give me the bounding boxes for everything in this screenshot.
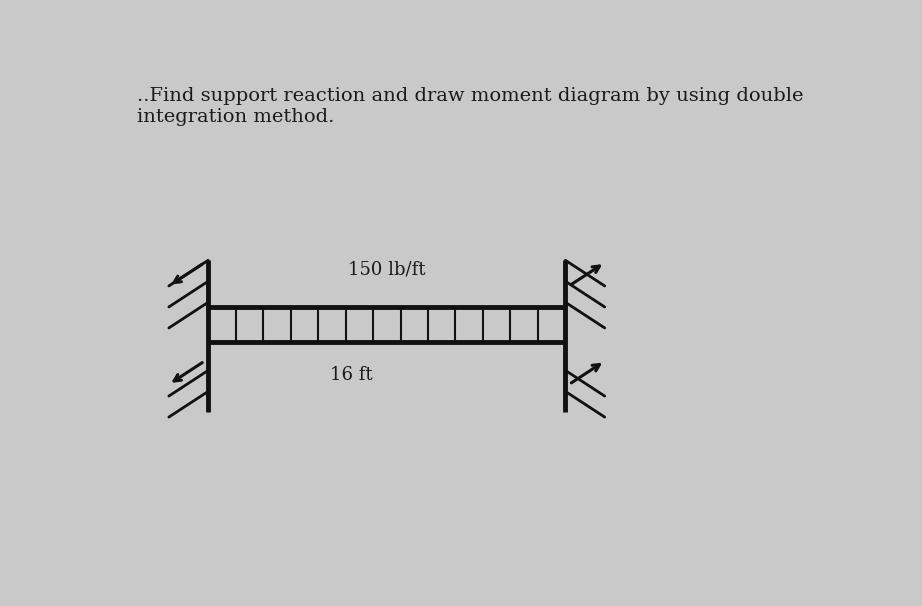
Text: 150 lb/ft: 150 lb/ft [348,261,426,279]
Text: ..Find support reaction and draw moment diagram by using double
integration meth: ..Find support reaction and draw moment … [136,87,803,125]
Text: 16 ft: 16 ft [330,366,372,384]
